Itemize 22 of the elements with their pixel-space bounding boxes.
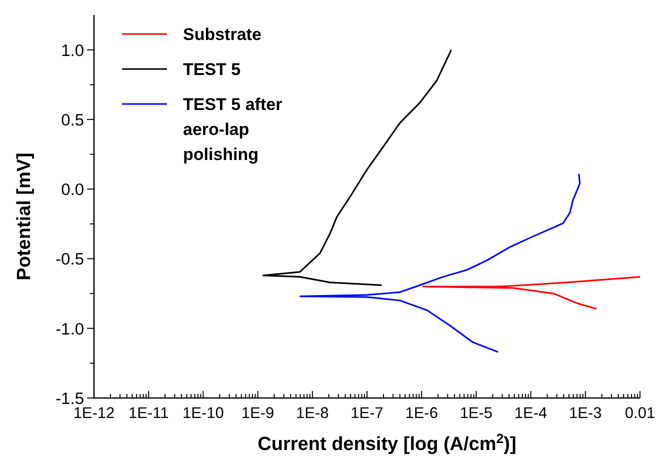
x-tick-label: 1E-10: [182, 405, 224, 422]
y-tick-label: 0.5: [61, 111, 84, 130]
y-tick-label: 0.0: [61, 181, 84, 200]
x-tick-label: 1E-5: [460, 405, 493, 422]
legend-label: Substrate: [183, 25, 262, 44]
legend-label: TEST 5: [183, 60, 241, 79]
y-tick-label: -1.5: [56, 390, 84, 408]
x-tick-label: 1E-12: [73, 405, 115, 422]
x-tick-label: 1E-3: [569, 405, 602, 422]
y-axis-title: Potential [mV]: [14, 152, 35, 280]
y-tick-label: -1.0: [56, 320, 84, 338]
y-tick-label: 1.0: [61, 42, 84, 60]
x-tick-label: 1E-9: [241, 405, 274, 422]
x-tick-label: 1E-4: [514, 405, 548, 422]
x-tick-label: 1E-11: [128, 405, 169, 422]
x-tick-label: 1E-8: [296, 405, 329, 422]
x-tick-label: 0.01: [624, 405, 656, 422]
y-tick-label: -0.5: [56, 250, 84, 269]
x-tick-label: 1E-7: [350, 405, 384, 422]
x-axis-title: Current density [log (A/cm$^{2}$)]: [258, 430, 516, 455]
legend-label: TEST 5 after aero-lap polishing: [183, 95, 283, 164]
x-tick-label: 1E-6: [405, 405, 438, 422]
